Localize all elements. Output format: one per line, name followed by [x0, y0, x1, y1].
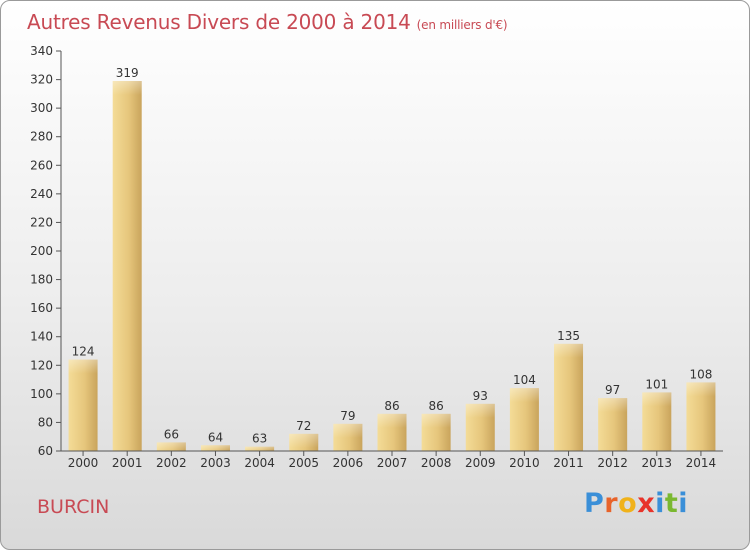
bar-value-label: 79	[340, 409, 355, 423]
bar-value-label: 86	[384, 399, 399, 413]
x-tick-label: 2006	[333, 456, 364, 470]
y-tick-label: 100	[30, 387, 53, 401]
x-tick-label: 2000	[68, 456, 99, 470]
y-tick-label: 340	[30, 44, 53, 58]
bar-highlight	[598, 398, 628, 413]
logo-letter: P	[584, 488, 605, 519]
bar-highlight	[289, 433, 319, 448]
x-tick-label: 2001	[112, 456, 143, 470]
logo-letter: i	[655, 488, 665, 519]
y-tick-label: 120	[30, 358, 53, 372]
logo-letter: x	[637, 488, 656, 519]
bar-highlight	[377, 413, 407, 428]
x-tick-label: 2007	[377, 456, 408, 470]
bar-highlight	[554, 343, 584, 358]
bar-value-label: 101	[645, 377, 668, 391]
x-tick-label: 2009	[465, 456, 496, 470]
y-tick-label: 200	[30, 244, 53, 258]
bar-highlight	[245, 446, 275, 451]
chart-title: Autres Revenus Divers de 2000 à 2014 (en …	[27, 10, 508, 34]
bar-value-label: 93	[473, 389, 488, 403]
bar	[68, 359, 98, 451]
bar-highlight	[509, 388, 539, 403]
logo-letter: r	[604, 488, 619, 519]
x-tick-label: 2002	[156, 456, 187, 470]
logo-letter: i	[678, 488, 689, 519]
y-tick-label: 300	[30, 101, 53, 115]
y-tick-label: 180	[30, 273, 53, 287]
bar-value-label: 64	[208, 430, 223, 444]
bar-value-label: 97	[605, 383, 620, 397]
bar-highlight	[112, 81, 142, 95]
bar	[554, 343, 584, 451]
bar-highlight	[200, 445, 230, 451]
bar-value-label: 72	[296, 419, 311, 433]
y-tick-label: 220	[30, 215, 53, 229]
bar-highlight	[68, 359, 98, 374]
x-tick-label: 2010	[509, 456, 540, 470]
title-text: Autres Revenus Divers de 2000 à 2014	[27, 10, 411, 34]
x-tick-label: 2008	[421, 456, 452, 470]
y-tick-label: 320	[30, 73, 53, 87]
x-tick-label: 2011	[553, 456, 584, 470]
bar-highlight	[642, 392, 672, 407]
y-tick-label: 140	[30, 330, 53, 344]
commune-name: BURCIN	[37, 496, 110, 518]
proxiti-logo: Proxiti	[584, 488, 688, 519]
bar-highlight	[465, 403, 495, 418]
x-tick-label: 2012	[597, 456, 628, 470]
x-tick-label: 2003	[200, 456, 231, 470]
x-tick-label: 2014	[686, 456, 717, 470]
logo-letter: o	[618, 488, 638, 519]
bar-highlight	[421, 413, 451, 428]
bar	[112, 81, 142, 451]
bar-highlight	[156, 442, 186, 451]
y-tick-label: 160	[30, 301, 53, 315]
x-tick-label: 2004	[244, 456, 275, 470]
bar-value-label: 86	[428, 399, 443, 413]
bar-value-label: 319	[116, 66, 139, 80]
y-tick-label: 280	[30, 130, 53, 144]
bar-value-label: 66	[164, 427, 179, 441]
x-tick-label: 2005	[288, 456, 319, 470]
bar-value-label: 135	[557, 329, 580, 343]
bar-value-label: 63	[252, 432, 267, 446]
bar-highlight	[333, 423, 363, 438]
y-tick-label: 80	[38, 415, 53, 429]
title-unit: (en milliers d'€)	[416, 18, 508, 32]
y-tick-label: 60	[38, 444, 53, 458]
logo-letter: t	[664, 488, 679, 519]
bar-highlight	[686, 382, 716, 397]
y-tick-label: 260	[30, 158, 53, 172]
bar-value-label: 104	[513, 373, 536, 387]
x-tick-label: 2013	[642, 456, 673, 470]
bar-value-label: 124	[72, 345, 95, 359]
bar-value-label: 108	[689, 367, 712, 381]
y-tick-label: 240	[30, 187, 53, 201]
